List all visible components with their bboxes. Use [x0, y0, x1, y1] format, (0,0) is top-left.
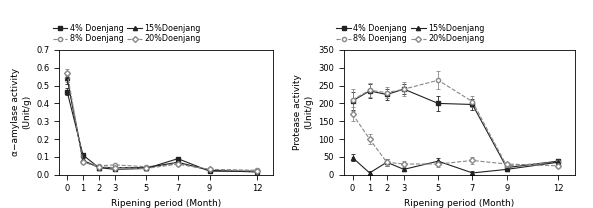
- Y-axis label: α−amylase activity
(Unit/g): α−amylase activity (Unit/g): [11, 68, 31, 156]
- Legend: 4% Doenjang, 8% Doenjang, 15%Doenjang, 20%Doenjang: 4% Doenjang, 8% Doenjang, 15%Doenjang, 2…: [336, 24, 484, 43]
- X-axis label: Ripening period (Month): Ripening period (Month): [111, 199, 221, 208]
- X-axis label: Ripening period (Month): Ripening period (Month): [404, 199, 515, 208]
- Y-axis label: Protease activity
(Unit/g): Protease activity (Unit/g): [294, 74, 313, 150]
- Legend: 4% Doenjang, 8% Doenjang, 15%Doenjang, 20%Doenjang: 4% Doenjang, 8% Doenjang, 15%Doenjang, 2…: [53, 24, 200, 43]
